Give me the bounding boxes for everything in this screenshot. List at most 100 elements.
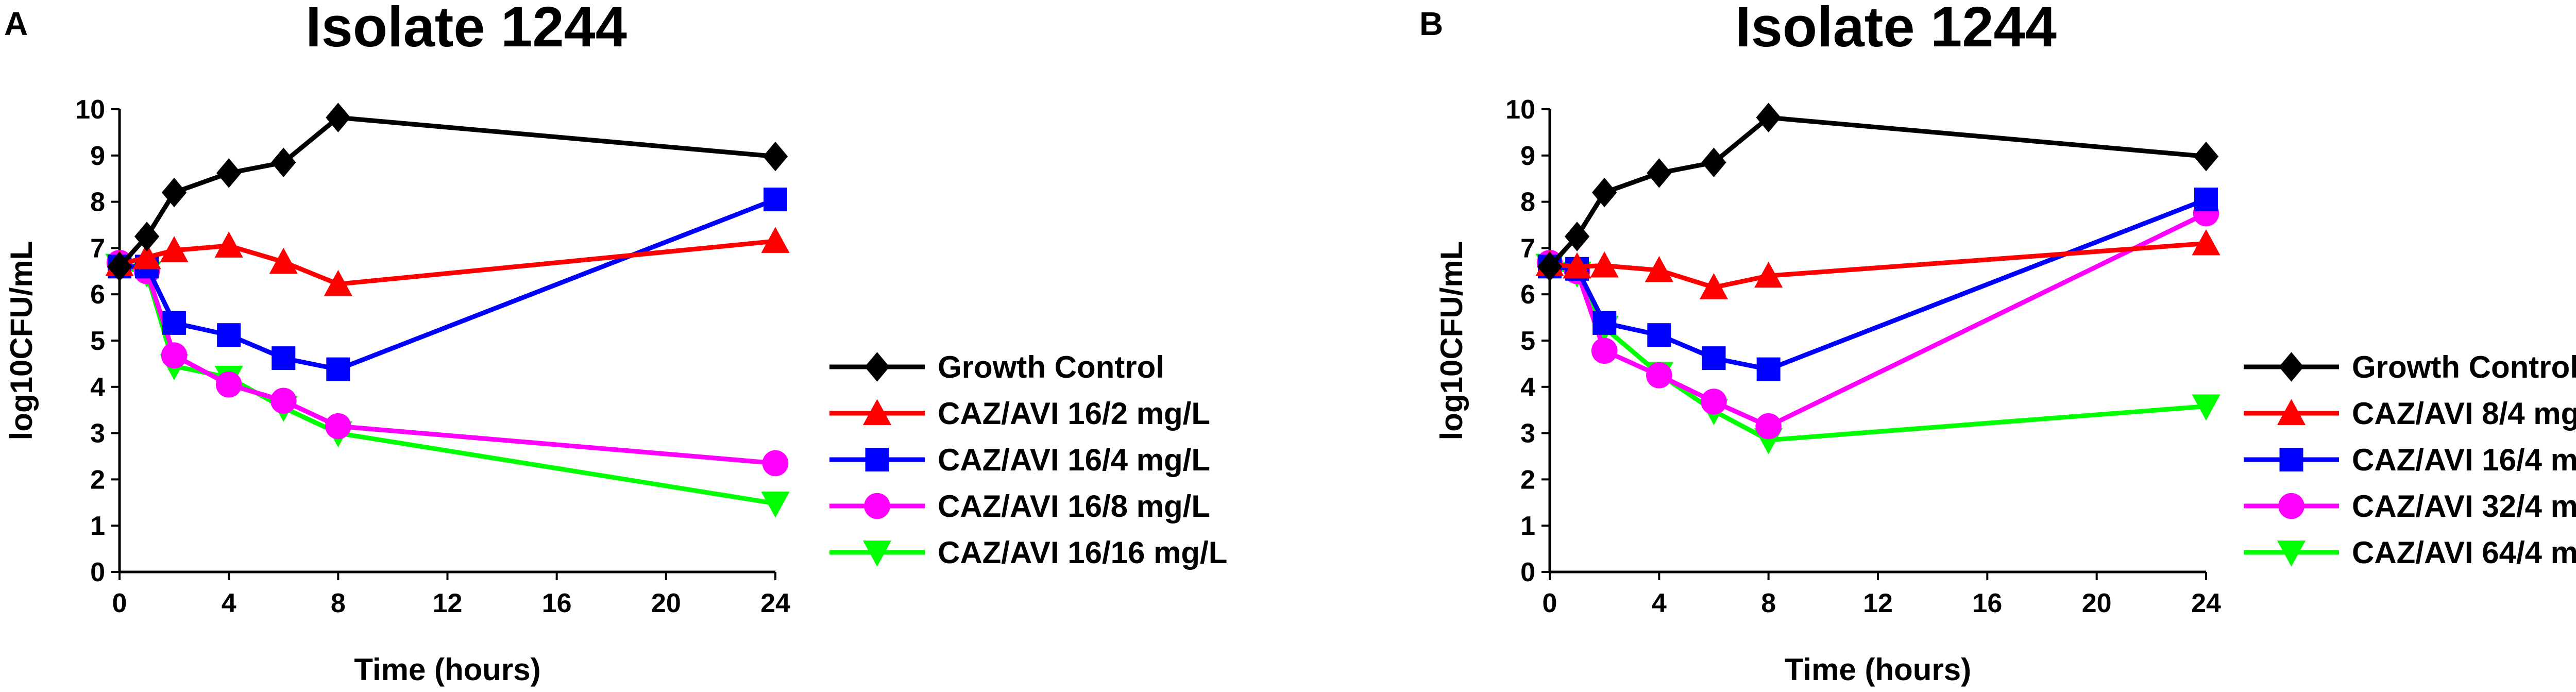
data-point — [1590, 251, 1619, 278]
y-tick-label: 7 — [1520, 233, 1535, 263]
series-1 — [1535, 229, 2221, 299]
data-point — [1702, 346, 1726, 370]
legend-item: CAZ/AVI 16/8 mg/L — [829, 489, 1210, 524]
data-point — [271, 147, 296, 178]
y-tick-label: 1 — [1520, 511, 1535, 541]
y-tick-label: 3 — [1520, 419, 1535, 449]
x-axis-label: Time (hours) — [354, 652, 540, 687]
data-point — [762, 141, 788, 172]
y-tick-label: 0 — [90, 558, 105, 587]
legend-marker — [862, 541, 892, 567]
data-point — [1701, 147, 1726, 178]
legend-item: CAZ/AVI 16/4 mg/L — [829, 443, 1210, 477]
data-point — [1754, 261, 1783, 288]
data-point — [216, 158, 242, 188]
data-point — [1756, 357, 1781, 381]
legend-label: Growth Control — [2352, 350, 2576, 384]
legend-marker — [865, 448, 889, 471]
legend-marker — [862, 399, 892, 425]
data-point — [134, 222, 160, 251]
data-point — [161, 177, 187, 208]
x-tick-label: 4 — [222, 588, 236, 618]
data-point — [1645, 256, 1673, 282]
data-point — [132, 243, 161, 269]
chart-title: Isolate 1244 — [306, 0, 627, 59]
legend-label: Growth Control — [938, 350, 1164, 384]
legend-item: CAZ/AVI 16/2 mg/L — [829, 396, 1210, 431]
y-tick-label: 10 — [1505, 95, 1535, 125]
legend-label: CAZ/AVI 16/16 mg/L — [938, 535, 1227, 570]
x-tick-label: 0 — [1543, 588, 1557, 618]
data-point — [215, 372, 242, 398]
legend-marker — [2278, 493, 2304, 519]
data-point — [761, 227, 790, 253]
y-tick-label: 9 — [90, 141, 105, 171]
series-2 — [108, 188, 787, 381]
chart-title: Isolate 1244 — [1735, 0, 2057, 59]
legend-item: CAZ/AVI 16/16 mg/L — [829, 535, 1227, 570]
data-point — [326, 103, 351, 132]
data-point — [1563, 252, 1591, 279]
data-point — [1646, 362, 1672, 389]
data-point — [2194, 188, 2218, 212]
y-tick-label: 6 — [90, 280, 105, 310]
series-line — [1548, 115, 2207, 268]
data-point — [1756, 103, 1781, 132]
data-point — [2193, 141, 2219, 172]
data-point — [762, 450, 789, 477]
data-point — [2192, 394, 2221, 421]
data-point — [217, 323, 241, 347]
x-tick-label: 24 — [2191, 588, 2221, 618]
legend-label: CAZ/AVI 16/8 mg/L — [938, 489, 1210, 524]
legend-item: CAZ/AVI 8/4 mg/L — [2244, 396, 2576, 431]
x-tick-label: 12 — [433, 588, 463, 618]
data-point — [1537, 251, 1563, 282]
data-point — [107, 251, 132, 282]
data-point — [1592, 311, 1617, 335]
legend-item: CAZ/AVI 64/4 mg/L — [2244, 535, 2576, 570]
y-tick-label: 6 — [1520, 280, 1535, 310]
legend-item: CAZ/AVI 32/4 mg/L — [2244, 489, 2576, 524]
x-tick-label: 20 — [651, 588, 681, 618]
data-point — [161, 342, 188, 369]
data-point — [326, 357, 350, 381]
x-tick-label: 8 — [331, 588, 346, 618]
legend-label: CAZ/AVI 64/4 mg/L — [2352, 535, 2576, 570]
data-point — [1699, 273, 1728, 299]
data-point — [1701, 389, 1727, 415]
panel-letter: B — [1419, 5, 1443, 42]
y-tick-label: 8 — [90, 188, 105, 217]
data-point — [1755, 413, 1782, 440]
x-tick-label: 16 — [1972, 588, 2002, 618]
x-tick-label: 8 — [1761, 588, 1776, 618]
legend: Growth Control CAZ/AVI 8/4 mg/L CAZ/AVI 16… — [2244, 350, 2576, 570]
series-2 — [1538, 188, 2218, 381]
legend-marker — [2279, 448, 2303, 471]
y-tick-label: 0 — [1520, 558, 1535, 587]
series-line — [117, 115, 776, 268]
y-tick-label: 8 — [1520, 188, 1535, 217]
legend-marker — [865, 352, 890, 382]
y-axis-label: log10CFU/mL — [4, 241, 39, 441]
y-tick-label: 5 — [1520, 326, 1535, 356]
series-line — [118, 260, 776, 466]
x-tick-label: 0 — [112, 588, 127, 618]
y-tick-label: 3 — [90, 419, 105, 449]
data-point — [1564, 222, 1590, 251]
series-line — [1549, 263, 2207, 443]
data-point — [270, 387, 297, 414]
series-line — [118, 239, 776, 286]
data-point — [2192, 229, 2221, 256]
data-point — [272, 346, 296, 370]
legend-marker — [2277, 399, 2306, 425]
y-tick-label: 4 — [90, 373, 105, 402]
data-point — [1591, 337, 1618, 364]
y-tick-label: 1 — [90, 511, 105, 541]
x-axis-label: Time (hours) — [1785, 652, 1971, 687]
series-4 — [105, 254, 790, 518]
x-tick-label: 16 — [542, 588, 572, 618]
series-1 — [105, 227, 790, 296]
